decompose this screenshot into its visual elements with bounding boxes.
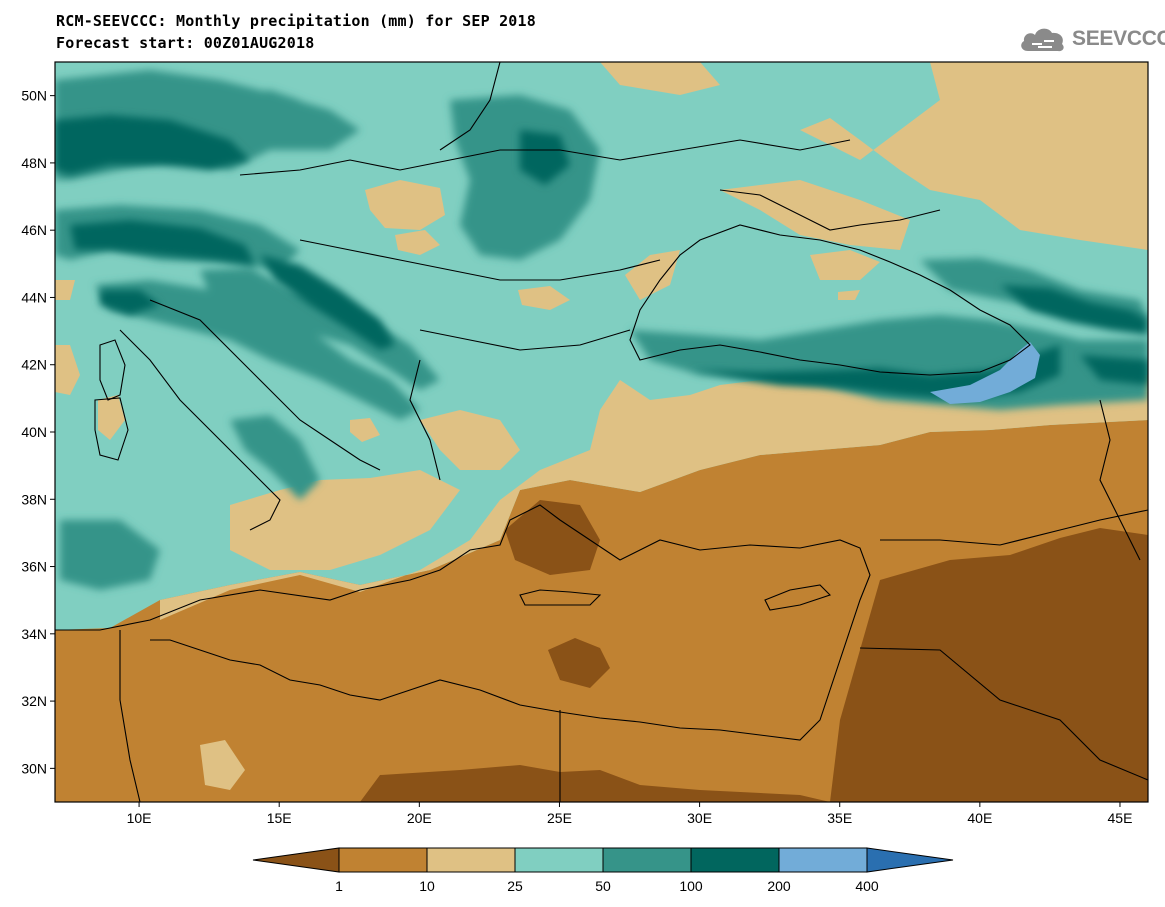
lon-tick-label: 20E	[407, 810, 432, 826]
lat-tick-label: 50N	[21, 88, 47, 104]
lat-tick-label: 46N	[21, 222, 47, 238]
legend-label: 400	[855, 878, 879, 894]
lat-tick-label: 34N	[21, 626, 47, 642]
map-frame	[54, 61, 1149, 803]
lon-tick-label: 35E	[827, 810, 852, 826]
forecast-start-label: Forecast start: 00Z01AUG2018	[56, 34, 315, 52]
band-10-25	[55, 420, 1148, 802]
precipitation-field	[55, 62, 1148, 802]
band-25-50	[160, 375, 1148, 620]
lon-tick-label: 10E	[127, 810, 152, 826]
lat-tick-label: 44N	[21, 289, 47, 305]
band-200-400	[930, 342, 1040, 404]
lon-tick-label: 15E	[267, 810, 292, 826]
seevccc-logo: SEEVCCC	[1018, 22, 1165, 56]
legend-swatch	[338, 847, 428, 873]
legend-swatch-below-min	[252, 847, 340, 873]
legend-label: 200	[767, 878, 791, 894]
logo-text: SEEVCCC	[1072, 27, 1165, 50]
lon-tick-label: 25E	[547, 810, 572, 826]
lon-tick-label: 30E	[687, 810, 712, 826]
legend-swatch	[426, 847, 516, 873]
coastlines	[55, 62, 1148, 802]
lat-tick-label: 38N	[21, 491, 47, 507]
band-1-10	[830, 528, 1148, 802]
map-title: RCM-SEEVCCC: Monthly precipitation (mm) …	[56, 12, 536, 30]
legend-label: 25	[507, 878, 523, 894]
lon-tick-label: 45E	[1108, 810, 1133, 826]
cloud-icon	[1021, 28, 1064, 52]
legend-swatch	[514, 847, 604, 873]
lon-tick-label: 40E	[967, 810, 992, 826]
legend-label: 10	[419, 878, 435, 894]
latitude-axis: 30N 32N 34N 36N 38N 40N 42N 44N 46N 48N 50N	[21, 88, 55, 776]
color-legend: 1 10 25 50 100 200 400	[252, 847, 954, 894]
legend-swatch	[778, 847, 868, 873]
lat-tick-label: 32N	[21, 693, 47, 709]
lat-tick-label: 40N	[21, 424, 47, 440]
lat-tick-label: 30N	[21, 760, 47, 776]
legend-swatch-above-max	[866, 847, 954, 873]
lat-tick-label: 48N	[21, 155, 47, 171]
lat-tick-label: 42N	[21, 357, 47, 373]
legend-label: 1	[335, 878, 343, 894]
legend-label: 50	[595, 878, 611, 894]
longitude-axis: 10E 15E 20E 25E 30E 35E 40E 45E	[127, 802, 1133, 826]
lat-tick-label: 36N	[21, 559, 47, 575]
legend-swatch	[602, 847, 692, 873]
legend-label: 100	[679, 878, 703, 894]
legend-swatch	[690, 847, 780, 873]
